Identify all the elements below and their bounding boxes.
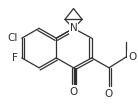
Text: F: F (12, 53, 18, 63)
Text: N: N (70, 23, 77, 33)
Text: O: O (105, 89, 113, 98)
Text: O: O (69, 87, 78, 97)
Text: O: O (128, 52, 136, 62)
Text: Cl: Cl (8, 33, 18, 43)
